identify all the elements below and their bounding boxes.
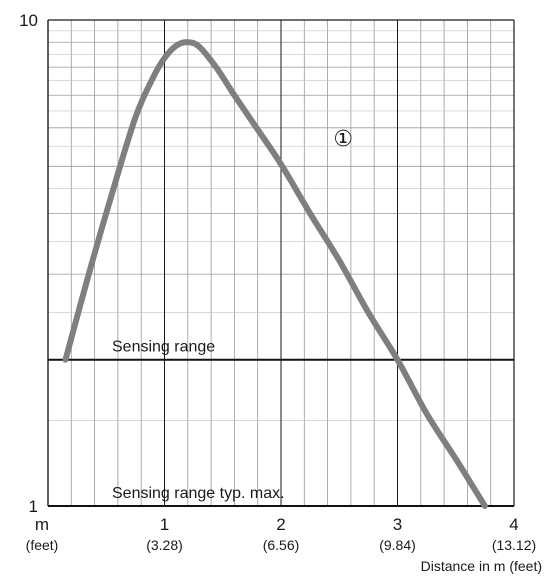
series-layer (62, 39, 488, 509)
x-tick-sub-label: (9.84) (379, 537, 416, 553)
x-tick-label: 2 (276, 515, 285, 534)
curve-callout: ① (333, 127, 353, 152)
x-tick-label: 4 (509, 515, 518, 534)
reference-line-label: Sensing range typ. max. (112, 485, 285, 502)
x-tick-sub-label: (13.12) (492, 537, 536, 553)
x-tick-sub-label: (6.56) (263, 537, 300, 553)
y-tick-label: 10 (19, 11, 38, 30)
x-unit-label: m (35, 515, 49, 534)
axes (47, 19, 515, 507)
x-axis-label: Distance in m (feet) (421, 558, 542, 574)
x-tick-sub-label: (3.28) (146, 537, 183, 553)
x-tick-label: 1 (160, 515, 169, 534)
grid (48, 20, 514, 506)
x-tick-label: 3 (393, 515, 402, 534)
labels-layer: Sensing range Sensing range typ. max. ① 1 10… (19, 11, 542, 574)
reference-line-label: Sensing range (112, 339, 215, 356)
x-unit-sub-label: (feet) (26, 537, 59, 553)
y-tick-label: 1 (29, 497, 38, 516)
series-line (62, 39, 488, 509)
